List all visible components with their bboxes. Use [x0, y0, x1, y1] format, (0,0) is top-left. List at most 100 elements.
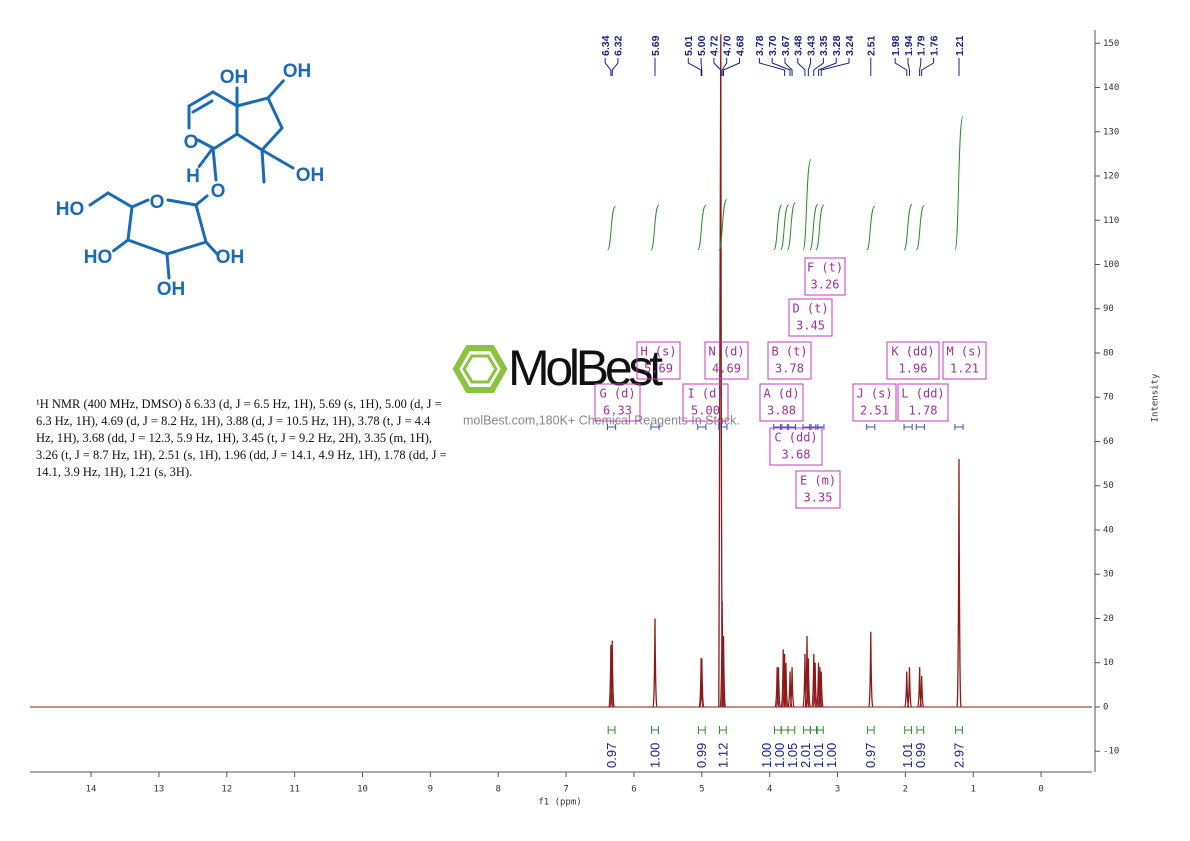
multiplet-bracket	[606, 424, 617, 430]
nmr-description-line: 3.26 (t, J = 8.7 Hz, 1H), 2.51 (s, 1H), …	[36, 448, 447, 462]
multiplet-bracket	[915, 424, 925, 430]
x-tick-label: 4	[767, 785, 772, 795]
spectrum-peak	[919, 675, 925, 708]
multiplet-shift: 3.35	[804, 491, 833, 505]
peak-leader	[894, 58, 908, 76]
nmr-description-line: 14.1, 3.9 Hz, 1H), 1.21 (s, 3H).	[36, 465, 192, 479]
multiplet-shift: 5.00	[691, 404, 720, 418]
integral-bracket	[780, 726, 789, 734]
integral-bracket	[904, 726, 912, 734]
atom-label: OH	[296, 165, 325, 186]
multiplet-shift: 4.69	[712, 362, 741, 376]
multiplet-label: H (s)	[640, 345, 676, 359]
peak-leader	[771, 58, 791, 76]
integral-label: 1.00	[772, 743, 787, 768]
multiplet-box	[852, 383, 897, 422]
peak-leader	[807, 58, 812, 76]
multiplet-bracket	[809, 424, 819, 430]
multiplet-box	[769, 427, 823, 466]
peak-leader	[758, 58, 786, 76]
y-tick-label: 0	[1103, 702, 1108, 712]
watermark-logo	[452, 345, 508, 393]
integral-bracket	[607, 726, 616, 734]
peak-leader	[907, 58, 910, 76]
nmr-description-line: 6.3 Hz, 1H), 4.69 (d, J = 8.2 Hz, 1H), 3…	[36, 414, 431, 428]
multiplet-bracket	[786, 424, 796, 430]
spectrum-peak	[720, 636, 727, 708]
multiplet-bracket	[903, 424, 913, 430]
peak-label: 1.21	[954, 35, 966, 56]
spectrum-peak	[774, 667, 780, 708]
multiplet-bracket	[697, 424, 707, 430]
integral-label: 1.12	[715, 743, 730, 768]
spectrum-peak	[698, 658, 704, 708]
spectrum-peak	[956, 459, 962, 708]
peak-label: 6.32	[613, 35, 625, 56]
atom-label: OH	[216, 247, 245, 268]
integral-bracket	[803, 726, 811, 734]
spectrum-peak	[817, 667, 823, 708]
spectrum-peak	[652, 618, 658, 708]
multiplet-bracket	[718, 424, 728, 430]
x-tick-label: 10	[357, 785, 368, 795]
integral-bracket	[916, 726, 925, 734]
spectrum-peak	[787, 671, 793, 708]
multiplet-shift: 3.78	[775, 362, 804, 376]
multiplet-box	[594, 383, 641, 422]
multiplet-shift: 3.68	[782, 448, 811, 462]
peak-leader	[721, 58, 728, 76]
integral-curve	[866, 205, 876, 251]
integral-curve	[802, 159, 812, 251]
integral-label: 2.97	[951, 743, 966, 768]
peak-leader	[820, 58, 850, 76]
integral-label: 0.99	[913, 743, 928, 768]
y-tick-label: 120	[1103, 172, 1119, 182]
x-tick-label: 6	[631, 785, 636, 795]
y-tick-label: 40	[1103, 525, 1114, 535]
x-tick-label: 13	[154, 785, 165, 795]
integral-curve	[650, 204, 660, 251]
spectrum-peak	[781, 653, 788, 708]
peak-label: 2.51	[866, 35, 878, 56]
multiplet-box	[897, 383, 949, 422]
integral-label: 1.01	[811, 743, 826, 768]
y-tick-label: 10	[1103, 658, 1114, 668]
peak-label: 4.72	[709, 35, 721, 56]
integral-curve	[607, 205, 617, 251]
multiplet-label: B (t)	[771, 345, 807, 359]
peak-label: 3.43	[805, 35, 817, 56]
integral-label: 1.05	[785, 743, 800, 768]
atom-label: O	[150, 192, 165, 213]
multiplet-label: A (d)	[763, 387, 799, 401]
integral-curve	[915, 204, 925, 251]
peak-label: 3.28	[831, 35, 843, 56]
integral-curve	[773, 204, 783, 251]
x-tick-label: 5	[699, 785, 704, 795]
integral-bracket	[866, 726, 875, 734]
peak-label: 4.70	[721, 35, 733, 56]
peak-leader	[813, 58, 824, 76]
y-axis-title: Intensity	[1151, 373, 1161, 422]
x-tick-label: 7	[563, 785, 568, 795]
peak-label: 5.01	[683, 35, 695, 56]
multiplet-label: M (s)	[946, 345, 982, 359]
peak-leader	[921, 58, 935, 76]
multiplet-shift: 3.26	[811, 278, 840, 292]
multiplet-shift: 1.21	[950, 362, 979, 376]
integral-curve	[786, 202, 796, 251]
integral-bracket	[815, 726, 824, 734]
x-tick-label: 1	[971, 785, 976, 795]
spectrum-peak	[608, 645, 614, 708]
peak-leader	[713, 58, 722, 76]
integral-bracket	[787, 726, 796, 734]
peak-leader	[784, 58, 793, 76]
y-tick-label: 90	[1103, 304, 1114, 314]
multiplet-label: E (m)	[800, 474, 836, 488]
multiplet-label: G (d)	[599, 387, 635, 401]
spectrum-peak	[804, 636, 810, 708]
atom-label: OH	[220, 67, 249, 88]
multiplet-box	[704, 341, 749, 380]
spectrum-peak	[811, 653, 817, 708]
multiplet-label: K (dd)	[891, 345, 934, 359]
y-tick-label: 80	[1103, 348, 1114, 358]
